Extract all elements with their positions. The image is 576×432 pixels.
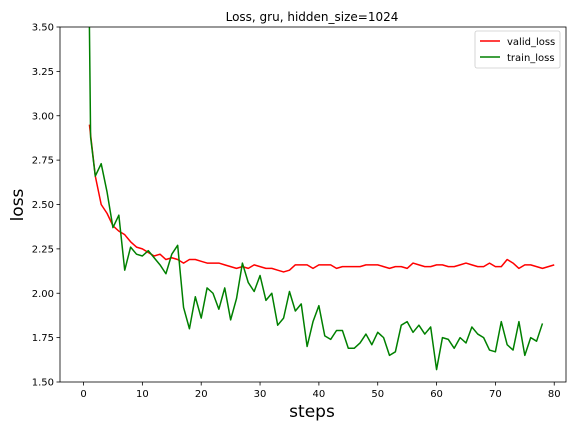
- x-tick-label: 20: [195, 389, 208, 400]
- x-axis: 0 10 20 30 40 50 60 70 80: [80, 382, 561, 400]
- series-line-train-loss: [88, 27, 544, 371]
- chart-title: Loss, gru, hidden_size=1024: [226, 10, 399, 24]
- y-tick-label: 1.75: [32, 333, 54, 344]
- legend-label-train-loss: train_loss: [507, 53, 555, 64]
- x-tick-label: 10: [136, 389, 149, 400]
- x-tick-label: 80: [548, 389, 561, 400]
- y-tick-label: 1.50: [32, 378, 54, 389]
- y-axis-title: loss: [8, 188, 28, 221]
- y-tick-label: 2.50: [32, 200, 54, 211]
- series-layer: [88, 27, 555, 371]
- x-tick-label: 60: [430, 389, 443, 400]
- x-tick-label: 0: [80, 389, 86, 400]
- y-tick-label: 3.00: [32, 111, 54, 122]
- y-tick-label: 2.25: [32, 244, 54, 255]
- series-line-valid-loss: [88, 124, 555, 273]
- y-tick-label: 2.75: [32, 156, 54, 167]
- y-axis: 1.50 1.75 2.00 2.25 2.50 2.75 3.00 3.25 3.50: [32, 23, 60, 389]
- y-tick-label: 2.00: [32, 289, 54, 300]
- x-tick-label: 50: [371, 389, 384, 400]
- y-tick-label: 3.50: [32, 23, 54, 34]
- y-tick-label: 3.25: [32, 67, 54, 78]
- x-tick-label: 70: [489, 389, 502, 400]
- x-tick-label: 30: [254, 389, 267, 400]
- x-tick-label: 40: [313, 389, 326, 400]
- legend-label-valid-loss: valid_loss: [507, 37, 555, 48]
- plot-frame: [59, 26, 567, 383]
- x-axis-title: steps: [289, 402, 335, 422]
- legend: valid_loss train_loss: [474, 30, 561, 69]
